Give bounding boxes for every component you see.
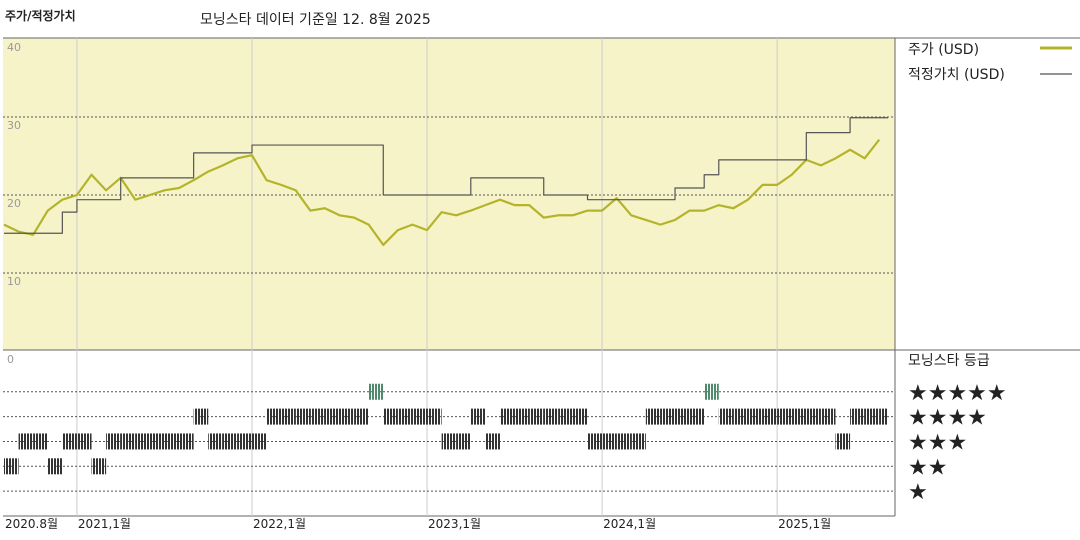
- rating-bar: [47, 458, 63, 475]
- rating-bar: [295, 408, 311, 425]
- rating-bar: [324, 408, 340, 425]
- rating-bar: [237, 433, 252, 450]
- rating-label: ★★: [908, 455, 947, 480]
- rating-bar: [354, 408, 369, 425]
- rating-bar: [689, 408, 705, 425]
- chart-subtitle: 모닝스타 데이터 기준일 12. 8월 2025: [200, 12, 431, 28]
- rating-bar: [76, 433, 92, 450]
- rating-bar: [208, 433, 223, 450]
- rating-bar: [149, 433, 165, 450]
- rating-bar: [339, 408, 355, 425]
- rating-bar: [4, 458, 19, 475]
- rating-bar: [310, 408, 325, 425]
- rating-bar: [820, 408, 836, 425]
- rating-bar: [675, 408, 690, 425]
- rating-bar: [558, 408, 573, 425]
- rating-bar: [747, 408, 763, 425]
- rating-bar: [222, 433, 238, 450]
- rating-bar: [383, 408, 398, 425]
- rating-bar: [120, 433, 136, 450]
- rating-label: ★★★★★: [908, 381, 1007, 406]
- x-tick-label: 2025,1월: [778, 517, 831, 531]
- rating-bar: [499, 408, 515, 425]
- rating-bar: [266, 408, 282, 425]
- rating-bar: [33, 433, 48, 450]
- rating-bar: [543, 408, 559, 425]
- rating-label: ★★★: [908, 430, 967, 455]
- rating-bar: [762, 408, 778, 425]
- y-tick-label: 20: [7, 197, 21, 210]
- chart-title: 주가/적정가치: [5, 8, 76, 23]
- rating-bar: [106, 433, 121, 450]
- x-tick-label: 2020.8월: [5, 517, 58, 531]
- legend-label: 주가 (USD): [908, 42, 979, 58]
- rating-bar: [704, 383, 719, 400]
- rating-label: ★: [908, 480, 928, 505]
- plot-area: [3, 38, 895, 350]
- rating-bar: [616, 433, 632, 450]
- rating-label: ★★★★: [908, 406, 987, 431]
- rating-bar: [91, 458, 107, 475]
- rating-bar: [164, 433, 180, 450]
- series-line: [4, 117, 888, 234]
- rating-title: 모닝스타 등급: [908, 353, 990, 369]
- rating-bar: [864, 408, 880, 425]
- rating-bar: [456, 433, 471, 450]
- rating-bar: [135, 433, 150, 450]
- rating-bar: [806, 408, 821, 425]
- rating-bar: [718, 408, 734, 425]
- rating-bar: [193, 408, 209, 425]
- y-tick-label: 40: [7, 41, 21, 54]
- rating-bar: [645, 408, 661, 425]
- rating-bar: [572, 408, 588, 425]
- rating-bar: [368, 383, 384, 400]
- rating-bar: [850, 408, 865, 425]
- rating-bar: [791, 408, 807, 425]
- legend-label: 적정가치 (USD): [908, 67, 1005, 83]
- rating-bar: [251, 433, 267, 450]
- y-tick-label: 10: [7, 275, 21, 288]
- rating-bar: [514, 408, 530, 425]
- x-tick-label: 2022,1월: [253, 517, 306, 531]
- rating-bar: [529, 408, 544, 425]
- rating-bar: [587, 433, 603, 450]
- x-tick-label: 2023,1월: [428, 517, 481, 531]
- x-tick-label: 2021,1월: [78, 517, 131, 531]
- rating-bar: [441, 433, 457, 450]
- series-line: [3, 138, 881, 247]
- y-tick-label: 30: [7, 119, 21, 132]
- rating-bar: [602, 433, 617, 450]
- rating-bar: [412, 408, 428, 425]
- rating-bar: [777, 408, 792, 425]
- rating-bar: [18, 433, 34, 450]
- rating-bar: [281, 408, 296, 425]
- rating-bar: [397, 408, 413, 425]
- rating-bar: [62, 433, 77, 450]
- rating-bar: [470, 408, 486, 425]
- rating-bar: [179, 433, 194, 450]
- y-tick-label: 0: [7, 353, 14, 366]
- rating-bar: [485, 433, 500, 450]
- rating-bar: [427, 408, 442, 425]
- rating-bar: [835, 433, 851, 450]
- rating-bar: [660, 408, 676, 425]
- rating-bar: [879, 408, 888, 425]
- x-tick-label: 2024,1월: [603, 517, 656, 531]
- rating-bar: [631, 433, 646, 450]
- rating-bar: [733, 408, 748, 425]
